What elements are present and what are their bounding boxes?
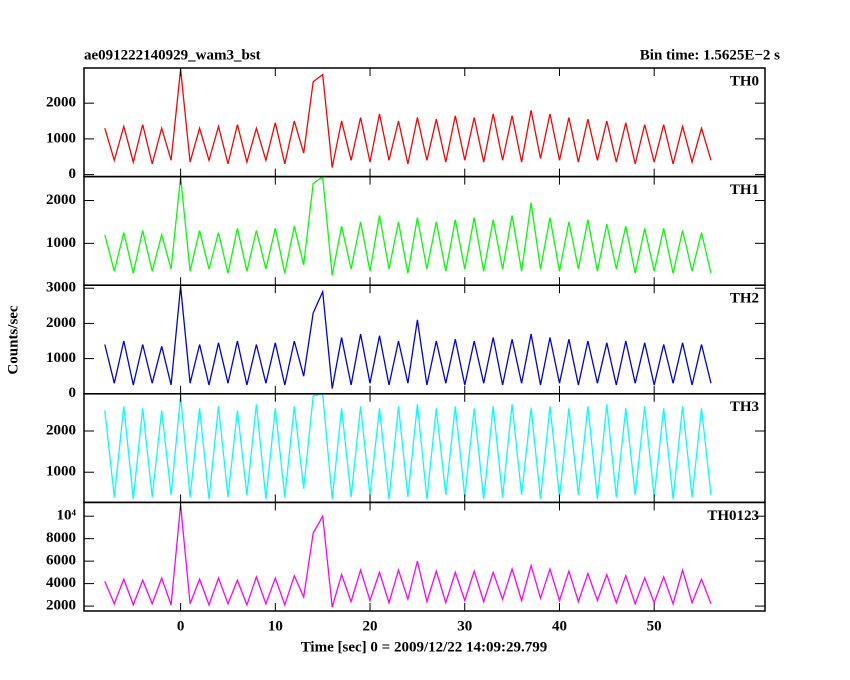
y-tick-label: 3000 bbox=[46, 280, 76, 296]
panel-label: TH2 bbox=[730, 291, 759, 307]
y-tick-label: 6000 bbox=[46, 553, 76, 569]
chart-title: ae091222140929_wam3_bst bbox=[84, 47, 261, 63]
x-tick-label: 30 bbox=[457, 618, 472, 634]
y-tick-label: 2000 bbox=[46, 95, 76, 111]
x-tick-label: 10 bbox=[268, 618, 283, 634]
y-tick-label: 1000 bbox=[46, 235, 76, 251]
y-tick-label: 0 bbox=[69, 385, 77, 401]
x-axis-label: Time [sec] 0 = 2009/12/22 14:09:29.799 bbox=[301, 639, 548, 655]
light-curve bbox=[104, 286, 712, 389]
panel-label: TH3 bbox=[730, 399, 759, 415]
light-curve bbox=[104, 69, 712, 168]
y-tick-label: 8000 bbox=[46, 530, 76, 546]
y-tick-label: 1000 bbox=[46, 130, 76, 146]
light-curve bbox=[104, 393, 712, 500]
light-curve bbox=[104, 176, 712, 276]
y-tick-label: 1000 bbox=[46, 350, 76, 366]
y-tick-label: 2000 bbox=[46, 315, 76, 331]
y-tick-label: 2000 bbox=[46, 192, 76, 208]
light-curve bbox=[104, 504, 712, 608]
x-tick-label: 40 bbox=[552, 618, 567, 634]
chart-subtitle: Bin time: 1.5625E−2 s bbox=[640, 47, 780, 63]
panel-label: TH1 bbox=[730, 182, 759, 198]
y-tick-label: 1000 bbox=[46, 464, 76, 480]
y-tick-label: 2000 bbox=[46, 598, 76, 614]
x-tick-label: 20 bbox=[363, 618, 378, 634]
y-tick-label: 2000 bbox=[46, 422, 76, 438]
panel-label: TH0 bbox=[730, 73, 759, 89]
x-tick-label: 0 bbox=[177, 618, 185, 634]
y-tick-label: 0 bbox=[69, 166, 77, 182]
panel-label: TH0123 bbox=[707, 508, 759, 524]
x-tick-label: 50 bbox=[647, 618, 662, 634]
panel-frame bbox=[83, 501, 766, 612]
y-tick-label: 4000 bbox=[46, 575, 76, 591]
y-axis-label: Counts/sec bbox=[5, 305, 21, 375]
y-tick-label: 10⁴ bbox=[57, 508, 77, 524]
